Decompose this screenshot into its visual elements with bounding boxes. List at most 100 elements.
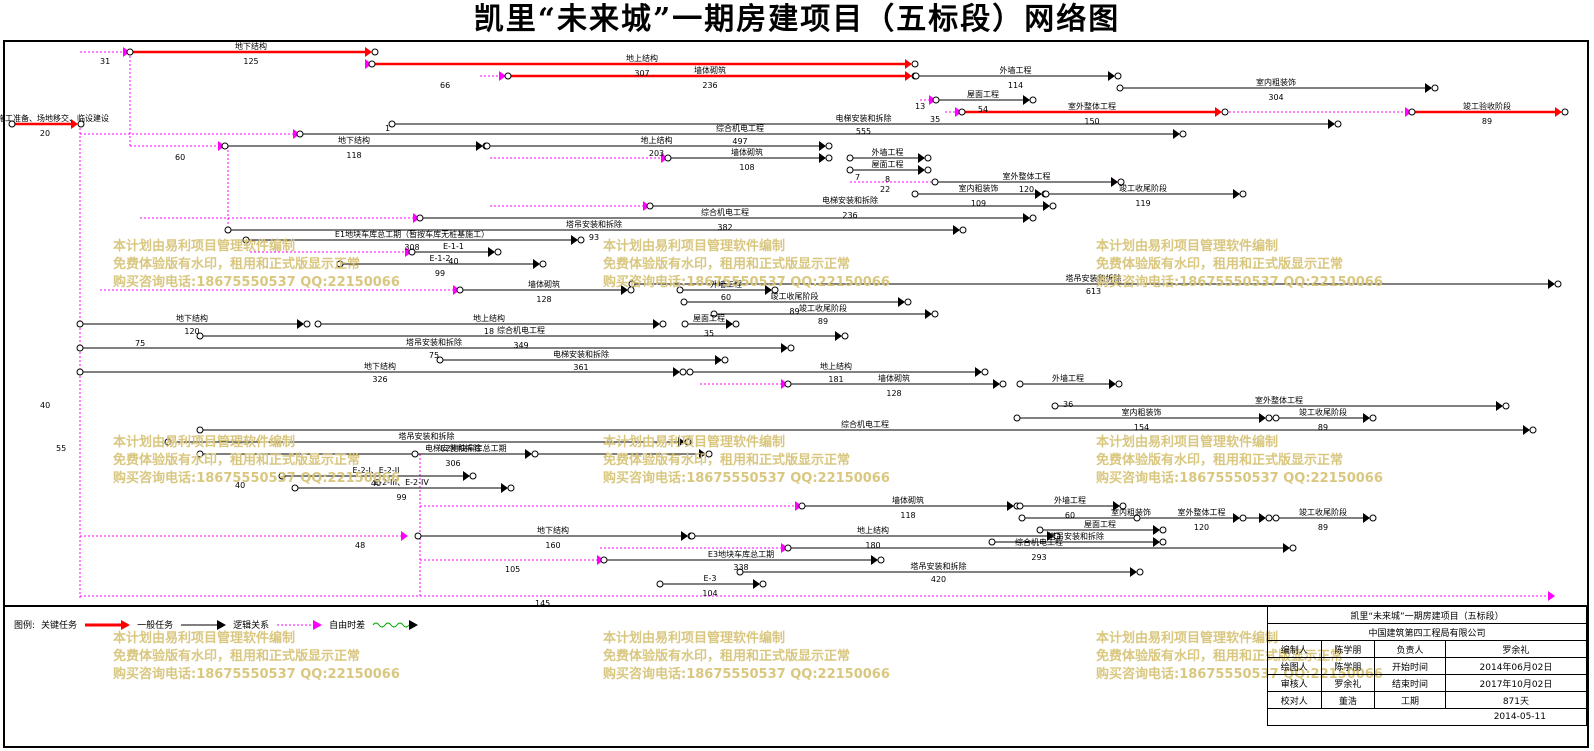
event-node [1116,84,1124,92]
event-node [1239,190,1247,198]
activity-name: 地上结构 [626,53,658,63]
activity-duration: 109 [971,199,986,208]
arrowhead [1130,567,1137,577]
event-node [911,190,919,198]
event-node [710,310,718,318]
logic-links [79,51,1549,600]
legend-label: 图例: [14,621,36,631]
event-node [8,120,16,128]
activity-name: 外墙工程 [710,279,742,289]
event-node [825,142,833,150]
event-node [1265,514,1273,522]
event-node [841,332,849,340]
event-node [721,356,729,364]
event-node [1431,84,1439,92]
activity-name: 室内粗装饰 [959,183,999,193]
start-value: 2014年06月02日 [1444,657,1588,675]
activity-name: 地上结构 [820,361,852,371]
event-node [681,320,689,328]
arrowhead [571,235,578,245]
arrowhead [1047,531,1054,541]
arrowhead [726,319,733,329]
activity-name: 竣工收尾阶段 [799,303,847,313]
float-value: 8 [885,175,890,184]
watermark: 本计划由易利项目管理软件编制 免费体验版有水印，租用和正式版显示正常 购买咨询电话:… [113,239,400,290]
arrowhead [753,579,760,589]
activity-duration: 120 [1019,185,1034,194]
event-node [1239,514,1247,522]
activity-duration: 181 [828,375,843,384]
arrowhead [1023,213,1030,223]
legend-normal-arrow [181,619,227,630]
drawer-value: 陈学朋 [1320,657,1376,675]
activity-duration: 236 [702,81,717,90]
event-node [1179,130,1187,138]
duration-label: 工期 [1374,691,1446,709]
activity-name: 地下结构 [176,313,208,323]
event-node [303,320,311,328]
activity-duration: 89 [789,307,799,316]
float-value: 31 [100,57,110,66]
event-node [1529,426,1537,434]
activity-name: 室内粗装饰 [1256,77,1296,87]
activity-name: 屋面工程 [693,314,725,323]
event-node [507,484,515,492]
arrowhead [1283,543,1290,553]
arrowhead [781,343,788,353]
event-node [676,286,684,294]
float-value: 105 [505,565,520,574]
activity-name: 综合机电工程 [701,207,749,217]
activity-duration: 160 [545,541,560,550]
activity-duration: 304 [1268,93,1283,102]
activity-name: 室内粗装饰 [1122,407,1162,417]
activity-duration: 307 [634,69,649,78]
activity-name: 室外整体工程 [1255,395,1303,405]
event-node [1016,502,1024,510]
activity-duration: 555 [856,127,871,136]
legend-float-label: 自由时差 [329,621,366,631]
activity-name: 竣工收尾阶段 [771,291,819,301]
event-node [825,154,833,162]
event-node [988,538,996,546]
duration-value: 871天 [1444,691,1588,709]
event-node [221,142,229,150]
logic-arrowhead [1548,591,1555,601]
checker-value: 董浩 [1320,691,1376,709]
activity-duration: 118 [900,511,915,520]
activity-duration: 75 [429,351,439,360]
event-node [877,556,885,564]
event-node [1119,502,1127,510]
float-value: 7 [855,173,860,182]
event-node [959,226,967,234]
float-value: 48 [355,541,365,550]
activity-name: 电梯安装和拆除 [822,195,878,205]
arrowhead [1259,513,1266,523]
event-node [483,142,491,150]
event-node [1221,108,1229,116]
compiler-value: 陈学朋 [1320,640,1376,658]
activity-duration: 114 [1008,81,1023,90]
activity-duration: 99 [396,493,406,502]
arrowhead [463,471,470,481]
event-node [932,96,940,104]
event-node [931,178,939,186]
watermark: 本计划由易利项目管理软件编制 免费体验版有水印，租用和正式版显示正常 购买咨询电话:… [113,631,400,682]
event-node [1051,402,1059,410]
float-value: 60 [175,153,185,162]
event-node [846,154,854,162]
float-value: 40 [235,481,245,490]
activity-name: 地下结构 [235,41,267,51]
activity-arrows [12,47,1562,601]
arrowhead [533,259,540,269]
activity-name: 墙体砌筑 [694,65,726,75]
activity-duration: 306 [445,459,460,468]
arrowhead [925,309,932,319]
event-node [76,320,84,328]
event-node [958,108,966,116]
arrowhead [1215,107,1222,117]
event-node [1554,280,1562,288]
watermark: 本计划由易利项目管理软件编制 免费体验版有水印，租用和正式版显示正常 购买咨询电话:… [1096,435,1383,486]
activity-duration: 108 [739,163,754,172]
activity-name: E-2-III、E-2-IV [374,478,429,487]
event-node [76,344,84,352]
